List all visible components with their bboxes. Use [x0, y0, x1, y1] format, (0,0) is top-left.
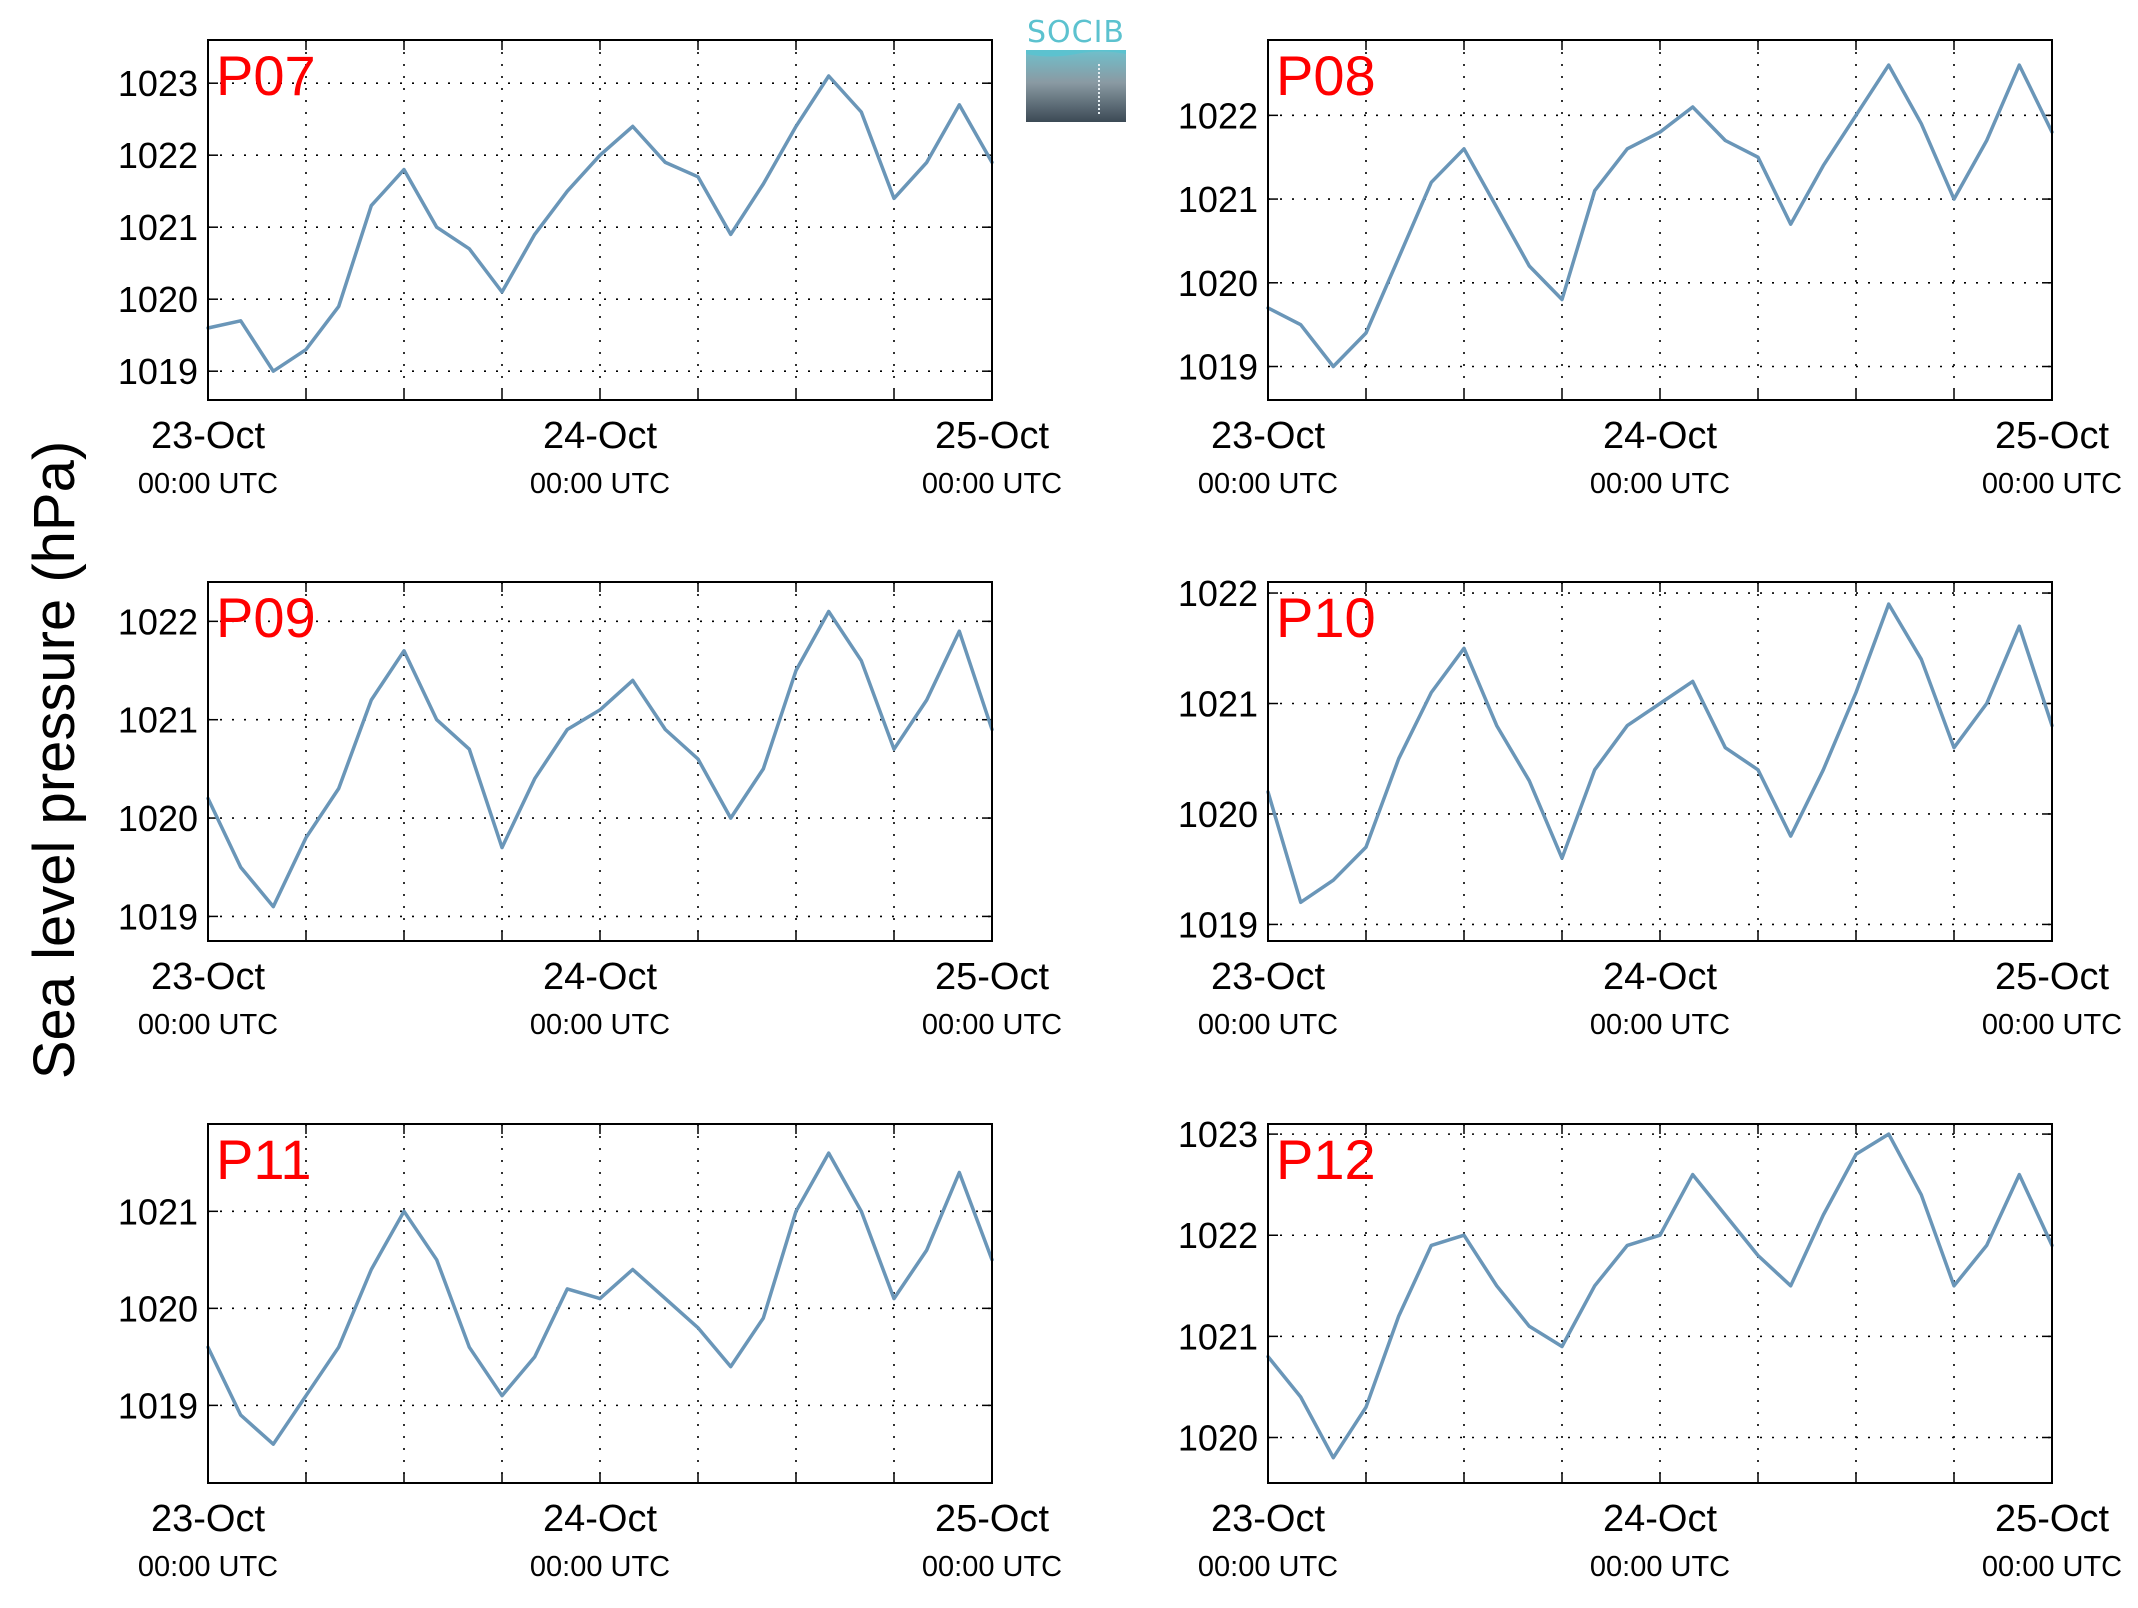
- station-label: P08: [1276, 44, 1376, 107]
- y-tick-label: 1022: [118, 135, 198, 176]
- panel-p12: 1020 1021 1022 1023 P12 23-Oct 00:00 UTC 24-Oct…: [1178, 1114, 2122, 1583]
- y-tick-label: 1022: [118, 601, 198, 642]
- plot-frame: [1267, 1123, 2053, 1484]
- x-tick-sublabel: 00:00 UTC: [1590, 1551, 1730, 1583]
- x-tick-sublabel: 00:00 UTC: [530, 1551, 670, 1583]
- x-tick-sublabel: 00:00 UTC: [138, 1009, 278, 1041]
- plot-frame: [207, 581, 993, 942]
- x-tick-label: 24-Oct: [1603, 1498, 1717, 1540]
- socib-logo-wave: [1026, 50, 1126, 57]
- x-tick-label: 23-Oct: [1211, 956, 1325, 998]
- y-axis-label: Sea level pressure (hPa): [22, 441, 87, 1079]
- plot-frame: [207, 1123, 993, 1484]
- x-tick-sublabel: 00:00 UTC: [1982, 468, 2122, 500]
- y-tick-label: 1021: [118, 207, 198, 248]
- station-label: P10: [1276, 586, 1376, 649]
- x-tick-sublabel: 00:00 UTC: [1590, 468, 1730, 500]
- pressure-series-line: [1266, 1132, 2054, 1460]
- panel-p10: 1019 1020 1021 1022 P10 23-Oct 00:00 UTC 24-Oct…: [1178, 573, 2122, 1041]
- socib-logo: SOCIB: [1026, 16, 1126, 122]
- y-tick-label: 1021: [1178, 1316, 1258, 1357]
- y-tick-label: 1021: [1178, 684, 1258, 725]
- y-tick-label: 1020: [1178, 263, 1258, 304]
- x-tick-label: 25-Oct: [1995, 1498, 2109, 1540]
- x-tick-label: 23-Oct: [151, 956, 265, 998]
- x-tick-label: 24-Oct: [543, 415, 657, 457]
- y-tick-label: 1019: [118, 351, 198, 392]
- y-tick-label: 1020: [118, 279, 198, 320]
- x-tick-sublabel: 00:00 UTC: [922, 468, 1062, 500]
- panel-p07: 1019 1020 1021 1022 1023 P07 23-Oct 00:00 UTC 24…: [118, 39, 1062, 500]
- panel-p09: 1019 1020 1021 1022 P09 23-Oct 00:00 UTC 24-Oct…: [118, 581, 1062, 1041]
- x-tick-label: 25-Oct: [935, 956, 1049, 998]
- y-tick-label: 1021: [118, 700, 198, 741]
- panel-p08: 1019 1020 1021 1022 P08 23-Oct 00:00 UTC 24-Oct…: [1178, 39, 2122, 500]
- socib-logo-dots: [1098, 64, 1100, 114]
- socib-logo-graphic: [1026, 50, 1126, 122]
- x-tick-label: 24-Oct: [543, 1498, 657, 1540]
- x-tick-sublabel: 00:00 UTC: [1198, 1009, 1338, 1041]
- y-tick-label: 1020: [1178, 794, 1258, 835]
- x-tick-sublabel: 00:00 UTC: [1198, 1551, 1338, 1583]
- x-tick-label: 25-Oct: [935, 1498, 1049, 1540]
- x-tick-sublabel: 00:00 UTC: [530, 1009, 670, 1041]
- x-tick-sublabel: 00:00 UTC: [1982, 1009, 2122, 1041]
- socib-logo-text: SOCIB: [1026, 15, 1126, 50]
- station-label: P09: [216, 586, 316, 649]
- y-tick-label: 1019: [118, 1385, 198, 1426]
- plot-frame: [1267, 581, 2053, 942]
- pressure-series-line: [206, 609, 994, 909]
- pressure-series-line: [1266, 602, 2054, 905]
- x-tick-sublabel: 00:00 UTC: [1198, 468, 1338, 500]
- y-tick-label: 1022: [1178, 1215, 1258, 1256]
- station-label: P12: [1276, 1128, 1376, 1191]
- x-tick-label: 23-Oct: [151, 1498, 265, 1540]
- y-tick-label: 1020: [118, 1288, 198, 1329]
- pressure-series-line: [206, 74, 994, 373]
- pressure-series-line: [206, 1151, 994, 1446]
- x-tick-sublabel: 00:00 UTC: [530, 468, 670, 500]
- y-tick-label: 1020: [1178, 1417, 1258, 1458]
- x-tick-label: 25-Oct: [1995, 956, 2109, 998]
- plot-frame: [207, 39, 993, 401]
- x-tick-label: 23-Oct: [1211, 415, 1325, 457]
- pressure-series-line: [1266, 63, 2054, 369]
- y-tick-label: 1023: [118, 63, 198, 104]
- x-tick-label: 25-Oct: [935, 415, 1049, 457]
- x-tick-sublabel: 00:00 UTC: [922, 1551, 1062, 1583]
- y-tick-label: 1022: [1178, 573, 1258, 614]
- station-label: P11: [216, 1128, 311, 1191]
- x-tick-sublabel: 00:00 UTC: [1982, 1551, 2122, 1583]
- x-tick-sublabel: 00:00 UTC: [138, 1551, 278, 1583]
- x-tick-sublabel: 00:00 UTC: [1590, 1009, 1730, 1041]
- x-tick-label: 24-Oct: [1603, 415, 1717, 457]
- x-tick-label: 23-Oct: [1211, 1498, 1325, 1540]
- y-tick-label: 1021: [1178, 179, 1258, 220]
- station-label: P07: [216, 44, 316, 107]
- x-tick-label: 24-Oct: [543, 956, 657, 998]
- panel-p11: 1019 1020 1021 P11 23-Oct 00:00 UTC 24-Oct 00:0…: [118, 1123, 1062, 1583]
- x-tick-label: 24-Oct: [1603, 956, 1717, 998]
- y-tick-label: 1019: [118, 896, 198, 937]
- y-tick-label: 1022: [1178, 95, 1258, 136]
- plot-frame: [1267, 39, 2053, 401]
- x-tick-sublabel: 00:00 UTC: [922, 1009, 1062, 1041]
- x-tick-label: 23-Oct: [151, 415, 265, 457]
- y-tick-label: 1023: [1178, 1114, 1258, 1155]
- y-tick-label: 1019: [1178, 904, 1258, 945]
- y-tick-label: 1021: [118, 1191, 198, 1232]
- y-tick-label: 1019: [1178, 347, 1258, 388]
- x-tick-label: 25-Oct: [1995, 415, 2109, 457]
- y-tick-label: 1020: [118, 798, 198, 839]
- x-tick-sublabel: 00:00 UTC: [138, 468, 278, 500]
